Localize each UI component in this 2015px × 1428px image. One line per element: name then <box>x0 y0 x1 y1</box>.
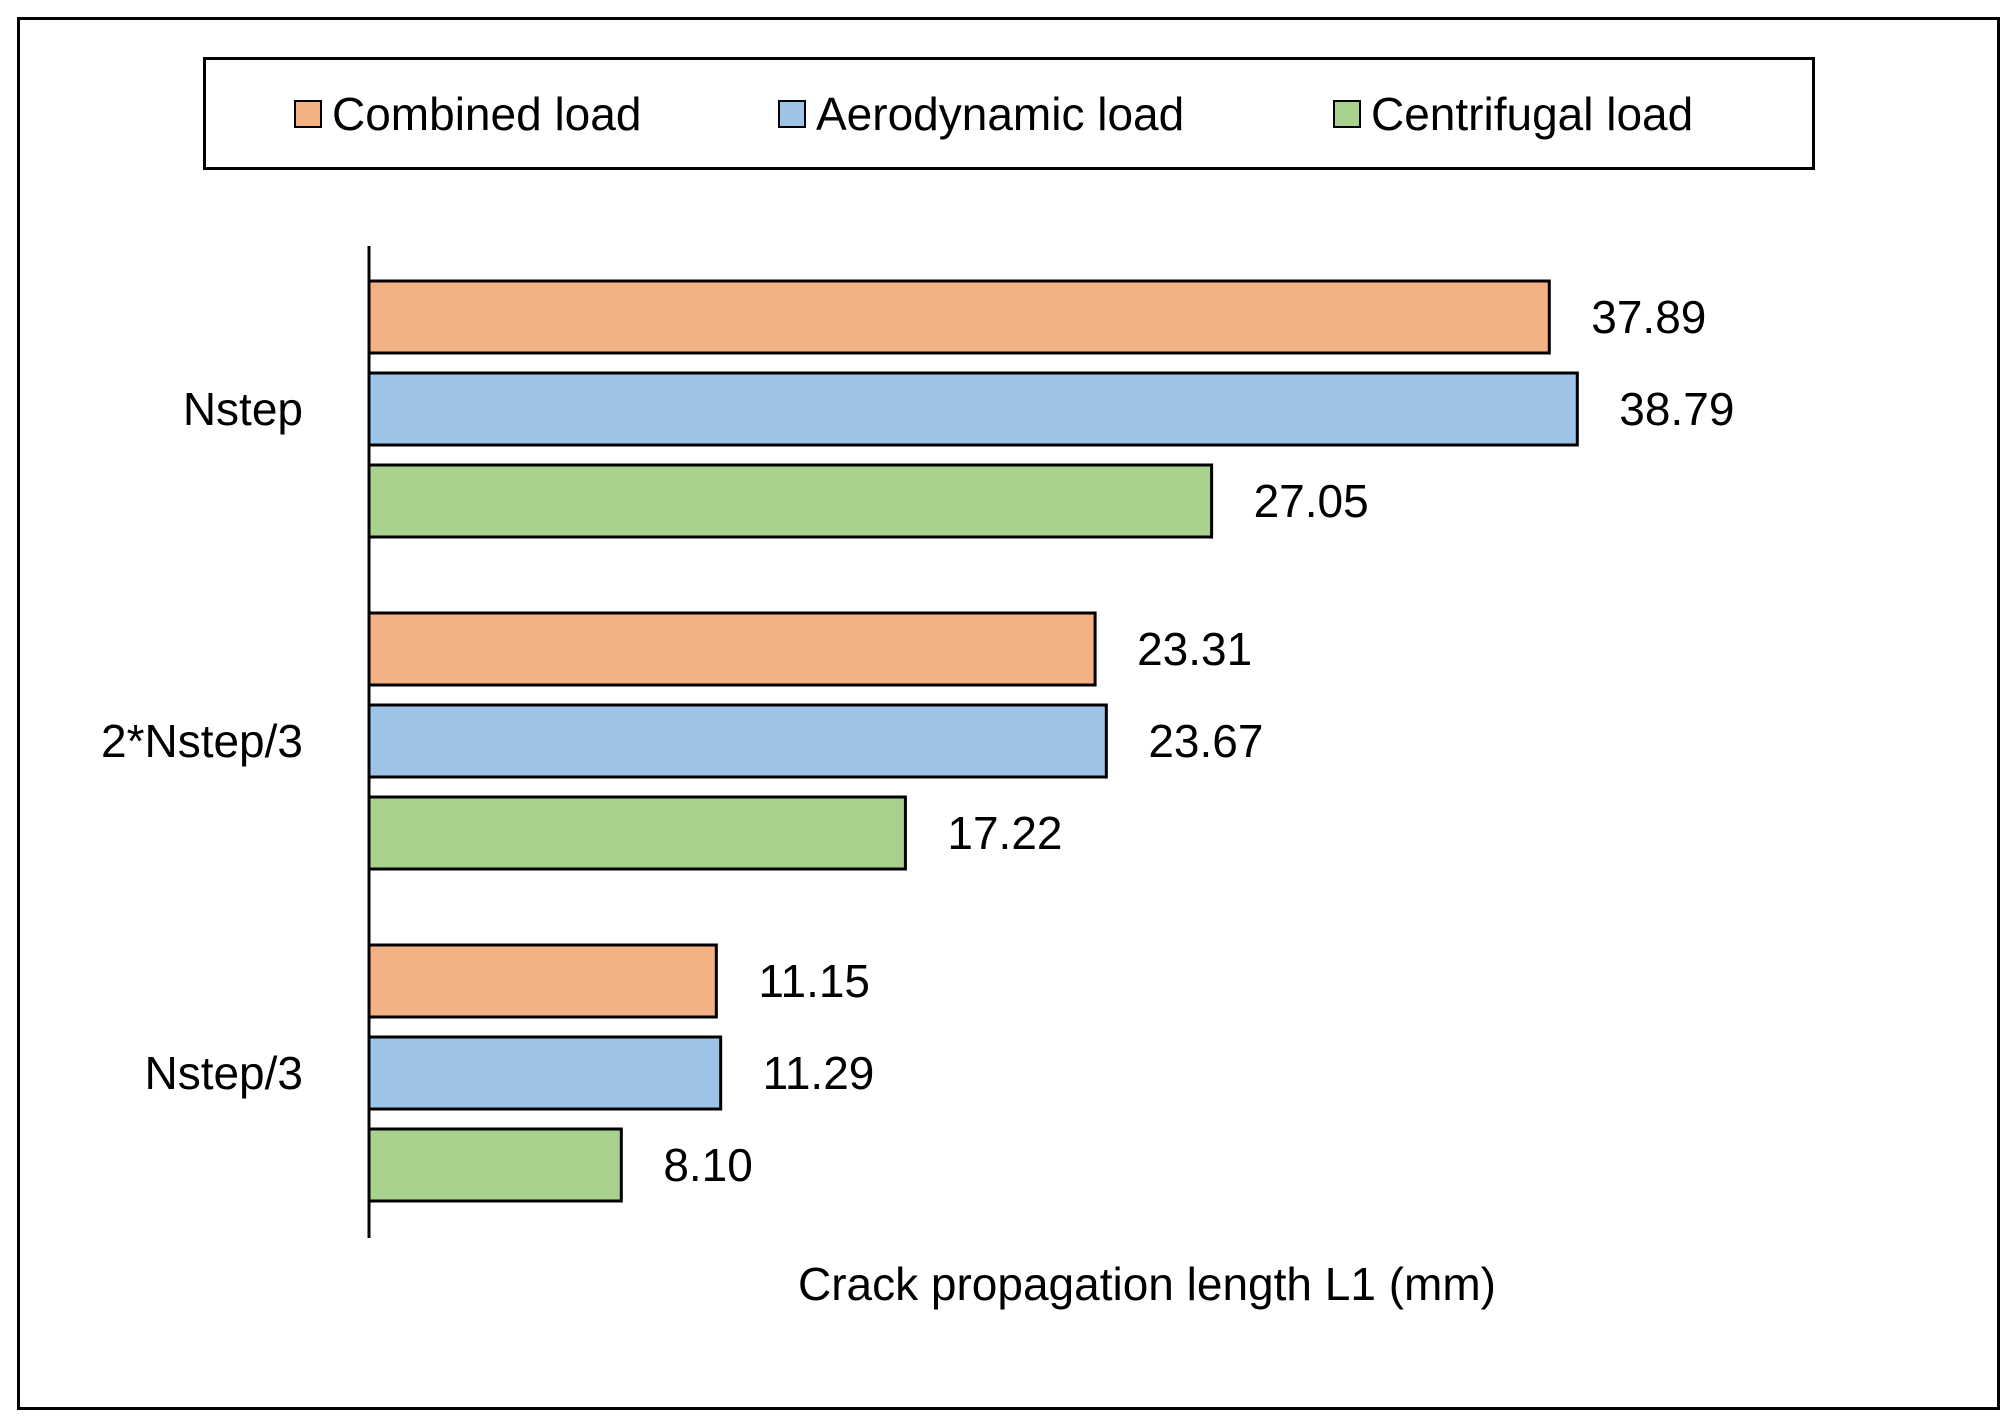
data-label-nstep-combined-load: 37.89 <box>1591 291 1706 343</box>
bar-nstep-3-aerodynamic-load <box>367 1035 723 1111</box>
bar-2-nstep-3-aerodynamic-load <box>367 703 1108 779</box>
legend-swatch-aerodynamic-load <box>778 99 806 128</box>
data-label-nstep-aerodynamic-load: 38.79 <box>1619 383 1734 435</box>
data-label-nstep-3-combined-load: 11.15 <box>758 955 870 1007</box>
bar-2-nstep-3-centrifugal-load <box>367 795 907 871</box>
x-axis-title: Crack propagation length L1 (mm) <box>798 1258 1496 1310</box>
legend-item-combined-load: Combined load <box>294 60 641 167</box>
category-label-nstep-3: Nstep/3 <box>144 1047 303 1099</box>
data-label-nstep-centrifugal-load: 27.05 <box>1254 475 1369 527</box>
bar-nstep-combined-load <box>367 279 1551 355</box>
category-label-2-nstep-3: 2*Nstep/3 <box>101 715 303 767</box>
legend-swatch-centrifugal-load <box>1333 99 1361 128</box>
bar-nstep-3-centrifugal-load <box>367 1127 623 1203</box>
legend-label-centrifugal-load: Centrifugal load <box>1371 87 1694 140</box>
legend-item-centrifugal-load: Centrifugal load <box>1333 60 1693 167</box>
bar-nstep-centrifugal-load <box>367 463 1214 539</box>
category-label-nstep: Nstep <box>183 383 303 435</box>
data-label-2-nstep-3-combined-load: 23.31 <box>1137 623 1252 675</box>
data-label-2-nstep-3-aerodynamic-load: 23.67 <box>1148 715 1263 767</box>
bar-nstep-3-combined-load <box>367 943 718 1019</box>
data-label-nstep-3-centrifugal-load: 8.10 <box>663 1139 753 1191</box>
bar-nstep-aerodynamic-load <box>367 371 1579 447</box>
legend-label-combined-load: Combined load <box>332 87 642 140</box>
data-label-nstep-3-aerodynamic-load: 11.29 <box>763 1047 875 1099</box>
legend: Combined load Aerodynamic load Centrifug… <box>203 57 1815 170</box>
bar-2-nstep-3-combined-load <box>367 611 1097 687</box>
legend-swatch-combined-load <box>294 99 322 128</box>
legend-item-aerodynamic-load: Aerodynamic load <box>778 60 1184 167</box>
data-label-2-nstep-3-centrifugal-load: 17.22 <box>947 807 1062 859</box>
legend-label-aerodynamic-load: Aerodynamic load <box>816 87 1185 140</box>
